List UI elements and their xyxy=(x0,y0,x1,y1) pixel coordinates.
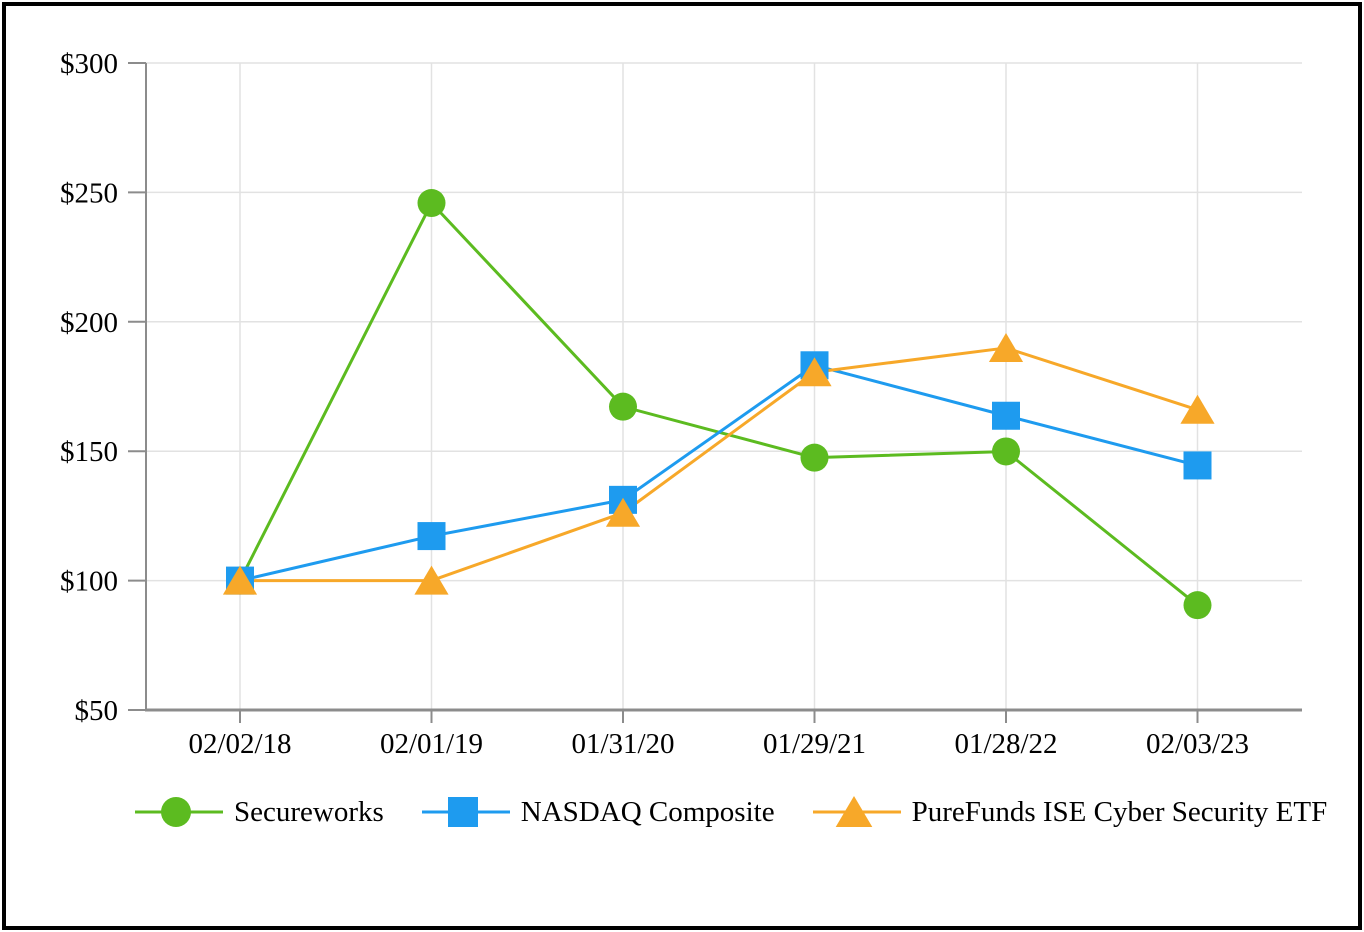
x-axis-labels: 02/02/18 02/01/19 01/31/20 01/29/21 01/28/22… xyxy=(188,728,1249,760)
data-point-marker xyxy=(417,189,446,218)
data-point-marker xyxy=(161,797,191,827)
chart-legend: Secureworks NASDAQ Composite PureFunds I… xyxy=(135,788,1327,836)
legend-label-purefunds-etf: PureFunds ISE Cyber Security ETF xyxy=(911,795,1328,828)
y-axis-labels: $300 $250 $200 $150 $100 $50 xyxy=(60,48,118,727)
x-tick-label: 02/02/18 xyxy=(188,728,291,760)
secureworks-line-marker-icon xyxy=(135,797,223,827)
data-point-marker xyxy=(797,357,832,387)
series-polyline xyxy=(238,363,1199,583)
x-tick-label: 02/03/23 xyxy=(1146,728,1249,760)
axes xyxy=(128,62,1302,723)
data-point-marker xyxy=(1180,394,1215,424)
series-polyline xyxy=(238,201,1199,607)
legend-label-secureworks: Secureworks xyxy=(234,795,384,828)
legend-item-purefunds-etf: PureFunds ISE Cyber Security ETF xyxy=(812,790,1328,834)
series-markers-0 xyxy=(226,189,1212,620)
data-point-marker xyxy=(992,401,1020,430)
y-tick-label: $250 xyxy=(60,177,118,209)
data-point-marker xyxy=(835,796,872,827)
x-tick-label: 02/01/19 xyxy=(380,728,483,760)
legend-item-nasdaq-composite: NASDAQ Composite xyxy=(421,790,775,834)
y-tick-label: $100 xyxy=(60,566,118,598)
legend-label-nasdaq-composite: NASDAQ Composite xyxy=(520,795,775,828)
legend-item-secureworks: Secureworks xyxy=(135,790,384,834)
x-tick-label: 01/28/22 xyxy=(954,728,1057,760)
y-tick-label: $300 xyxy=(60,48,118,80)
data-point-marker xyxy=(605,497,641,527)
data-point-marker xyxy=(800,443,829,472)
data-point-marker xyxy=(1183,451,1212,480)
y-tick-label: $200 xyxy=(60,307,118,339)
data-point-marker xyxy=(988,332,1024,362)
x-tick-label: 01/31/20 xyxy=(571,728,674,760)
series-markers-2 xyxy=(222,332,1215,595)
series-line-1 xyxy=(238,363,1199,583)
series-line-2 xyxy=(238,346,1199,583)
data-point-marker xyxy=(1183,591,1212,620)
series-markers-1 xyxy=(226,351,1212,595)
data-point-marker xyxy=(992,437,1020,466)
purefunds-line-marker-icon xyxy=(812,796,901,827)
x-tick-label: 01/29/21 xyxy=(763,728,866,760)
y-tick-label: $150 xyxy=(60,436,118,468)
nasdaq-line-marker-icon xyxy=(421,797,510,827)
data-point-marker xyxy=(609,392,637,421)
data-point-marker xyxy=(447,797,478,827)
series-line-0 xyxy=(238,201,1199,607)
y-tick-label: $50 xyxy=(75,695,119,727)
data-point-marker xyxy=(414,565,449,595)
data-point-marker xyxy=(222,565,258,595)
data-point-marker xyxy=(417,522,446,551)
series-polyline xyxy=(238,346,1199,583)
